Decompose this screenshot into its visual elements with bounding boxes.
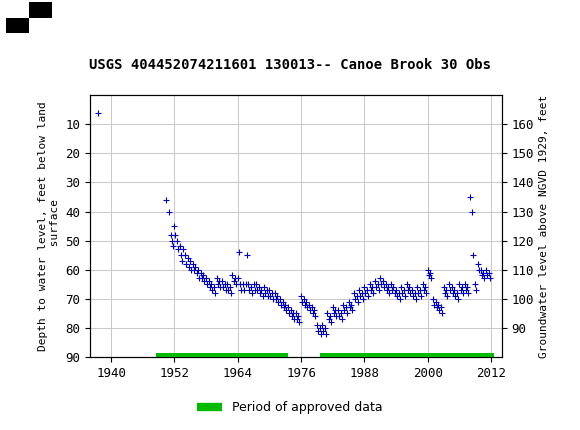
FancyBboxPatch shape — [6, 2, 52, 33]
Y-axis label: Depth to water level, feet below land
 surface: Depth to water level, feet below land su… — [38, 101, 60, 351]
Bar — [29, 2, 52, 18]
Y-axis label: Groundwater level above NGVD 1929, feet: Groundwater level above NGVD 1929, feet — [539, 95, 549, 358]
Text: USGS 404452074211601 130013-- Canoe Brook 30 Obs: USGS 404452074211601 130013-- Canoe Broo… — [89, 58, 491, 72]
Bar — [29, 18, 52, 33]
Legend: Period of approved data: Period of approved data — [192, 396, 388, 419]
Bar — [6, 18, 29, 33]
Text: USGS: USGS — [61, 9, 116, 27]
Bar — [6, 2, 29, 18]
